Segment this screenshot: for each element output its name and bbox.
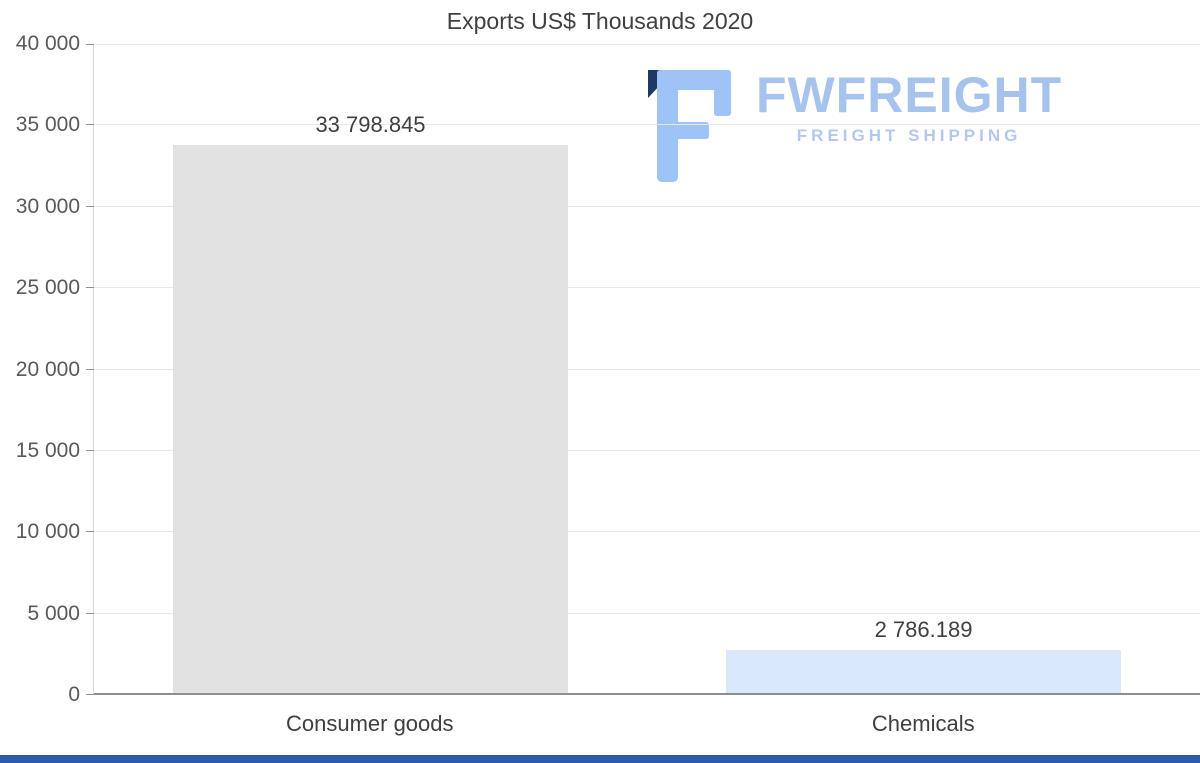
y-axis-label: 5 000	[27, 601, 80, 625]
axis-tick	[86, 287, 94, 289]
axis-tick	[86, 531, 94, 533]
logo-subtitle: FREIGHT SHIPPING	[796, 126, 1022, 145]
y-axis-label: 40 000	[15, 32, 80, 55]
axis-tick	[86, 205, 94, 207]
axis-tick	[86, 694, 94, 695]
y-axis: 0 5 000 10 000 15 000 20 000 25 000 30 000 35 0…	[0, 32, 86, 706]
bar-chemicals	[725, 649, 1122, 695]
y-axis-label: 25 000	[15, 276, 80, 300]
fwfreight-logo: FWFREIGHT FREIGHT SHIPPING	[648, 70, 1062, 188]
x-label-chemicals: Chemicals	[871, 711, 975, 736]
fwfreight-logo-icon	[648, 70, 731, 182]
y-axis-label: 30 000	[15, 194, 80, 218]
y-axis-label: 20 000	[15, 357, 80, 381]
y-axis-label: 10 000	[15, 520, 80, 544]
gridline	[94, 531, 1200, 533]
gridline	[94, 205, 1200, 207]
bar-consumer-goods	[172, 144, 569, 695]
y-axis-label: 0	[68, 683, 80, 706]
value-label-chemicals: 2 786.189	[874, 616, 973, 642]
y-axis-label: 15 000	[15, 438, 80, 462]
bars-row: 33 798.845 2 786.189	[94, 44, 1200, 695]
logo-name: FWFREIGHT	[756, 67, 1063, 123]
axis-tick	[86, 368, 94, 370]
axis-tick	[86, 449, 94, 451]
gridline	[94, 693, 1200, 695]
gridline	[94, 449, 1200, 451]
axis-tick	[86, 124, 94, 126]
x-label-consumer-goods: Consumer goods	[285, 711, 454, 736]
chart-title: Exports US$ Thousands 2020	[446, 8, 754, 34]
gridline	[94, 612, 1200, 614]
axis-tick	[86, 612, 94, 614]
footer-bar	[0, 755, 1200, 763]
x-axis-labels: Consumer goods Chemicals	[93, 711, 1200, 737]
y-axis-label: 35 000	[15, 113, 80, 137]
gridline	[94, 287, 1200, 289]
bar-group-consumer-goods: 33 798.845	[94, 44, 647, 695]
plot-area: 33 798.845 2 786.189	[86, 44, 1200, 695]
logo-text: FWFREIGHT FREIGHT SHIPPING	[756, 70, 1062, 146]
gridline	[94, 44, 1200, 45]
gridline	[94, 124, 1200, 126]
gridline	[94, 368, 1200, 370]
axis-tick	[86, 44, 94, 45]
value-label-consumer-goods: 33 798.845	[315, 111, 426, 137]
bar-group-chemicals: 2 786.189	[647, 44, 1200, 695]
